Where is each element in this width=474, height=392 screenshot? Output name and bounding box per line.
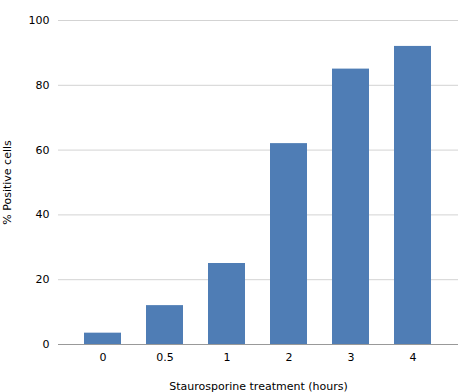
svg-text:Staurosporine treatment (hours: Staurosporine treatment (hours) [169,380,347,392]
svg-text:3: 3 [348,351,355,364]
svg-text:100: 100 [29,14,50,27]
svg-text:40: 40 [36,208,50,221]
svg-text:60: 60 [36,144,50,157]
svg-text:20: 20 [36,273,50,286]
svg-text:0: 0 [43,338,50,351]
svg-text:% Positive cells: % Positive cells [1,140,14,225]
svg-text:4: 4 [410,351,417,364]
svg-text:0: 0 [100,351,107,364]
svg-text:1: 1 [224,351,231,364]
svg-text:80: 80 [36,79,50,92]
svg-text:0.5: 0.5 [156,351,174,364]
svg-text:2: 2 [286,351,293,364]
